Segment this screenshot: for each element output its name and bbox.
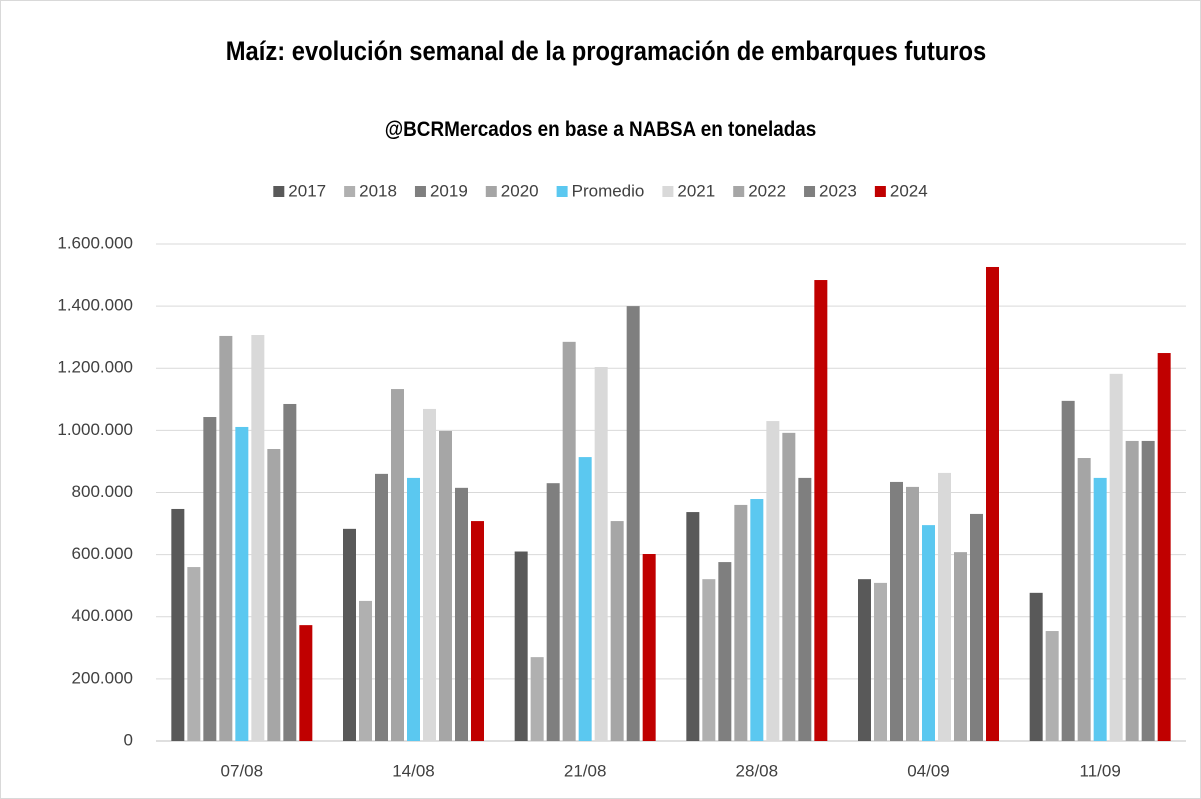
- legend-label: 2021: [677, 181, 715, 200]
- bar: [1077, 458, 1091, 741]
- chart-subtitle: @BCRMercados en base a NABSA en tonelada…: [384, 118, 817, 141]
- legend-swatch: [662, 186, 674, 197]
- bar: [439, 430, 452, 741]
- bar: [1109, 373, 1123, 741]
- bar: [610, 521, 624, 741]
- y-tick-label: 400.000: [72, 606, 133, 625]
- x-tick-label: 14/08: [392, 761, 435, 780]
- bar: [546, 483, 560, 741]
- legend-swatch: [273, 186, 285, 197]
- bar: [299, 625, 313, 741]
- bar: [375, 473, 388, 741]
- legend-label: 2017: [288, 181, 326, 200]
- bar: [718, 562, 732, 741]
- bar: [766, 421, 780, 741]
- bar: [530, 657, 544, 741]
- legend-label: 2018: [359, 181, 397, 200]
- bar: [954, 552, 967, 741]
- legend-swatch: [804, 186, 816, 197]
- y-tick-label: 600.000: [72, 544, 133, 563]
- bar: [471, 521, 484, 741]
- bar: [906, 486, 919, 741]
- legend-swatch: [556, 186, 568, 197]
- y-tick-label: 800.000: [72, 482, 133, 501]
- bar: [642, 554, 656, 741]
- x-tick-label: 21/08: [564, 761, 607, 780]
- y-tick-label: 1.000.000: [57, 420, 133, 439]
- bar: [890, 481, 903, 741]
- bar: [594, 367, 608, 741]
- y-tick-label: 0: [124, 730, 133, 749]
- legend-swatch: [485, 186, 497, 197]
- legend-swatch: [733, 186, 745, 197]
- bar: [343, 528, 356, 741]
- legend-swatch: [344, 186, 356, 197]
- y-tick-label: 1.600.000: [57, 233, 133, 252]
- bar: [219, 335, 233, 741]
- bar: [702, 579, 716, 741]
- bar: [734, 504, 748, 741]
- bar: [1157, 353, 1171, 741]
- bar: [1093, 477, 1107, 741]
- bar: [1029, 592, 1043, 741]
- bar: [1061, 400, 1075, 741]
- bar: [251, 335, 265, 741]
- legend-label: 2024: [890, 181, 928, 200]
- bar: [391, 389, 404, 741]
- bar: [922, 525, 935, 741]
- bar: [203, 417, 217, 741]
- bar: [267, 449, 281, 741]
- x-tick-label: 07/08: [221, 761, 264, 780]
- bar: [283, 403, 297, 741]
- bar: [626, 306, 640, 741]
- bar: [750, 499, 764, 741]
- bar: [986, 266, 999, 741]
- bar: [798, 477, 812, 741]
- bar: [1045, 631, 1059, 741]
- bar: [514, 551, 528, 741]
- x-tick-label: 28/08: [736, 761, 779, 780]
- legend-label: Promedio: [572, 181, 645, 200]
- bar: [578, 457, 592, 741]
- legend-swatch: [414, 186, 426, 197]
- bar: [1125, 440, 1139, 741]
- bar: [187, 567, 201, 741]
- bar: [686, 512, 700, 741]
- y-tick-label: 1.400.000: [57, 296, 133, 315]
- legend-label: 2020: [501, 181, 539, 200]
- bar: [814, 280, 828, 741]
- bar: [874, 582, 887, 741]
- bar: [858, 579, 871, 741]
- x-tick-label: 11/09: [1080, 761, 1121, 780]
- y-tick-label: 200.000: [72, 668, 133, 687]
- bar: [235, 426, 249, 741]
- legend-swatch: [874, 186, 886, 197]
- bar: [970, 513, 983, 741]
- bar: [782, 432, 796, 741]
- legend-label: 2022: [748, 181, 786, 200]
- bar: [1141, 440, 1155, 741]
- legend-label: 2023: [819, 181, 857, 200]
- y-tick-label: 1.200.000: [57, 358, 133, 377]
- bar: [423, 408, 436, 741]
- bar: [562, 341, 576, 741]
- bar: [407, 477, 420, 741]
- bar: [938, 472, 951, 741]
- bar: [171, 508, 185, 741]
- x-tick-label: 04/09: [907, 761, 950, 780]
- legend-label: 2019: [430, 181, 468, 200]
- bar: [359, 600, 372, 741]
- chart-title: Maíz: evolución semanal de la programaci…: [225, 36, 987, 66]
- bar: [455, 487, 468, 741]
